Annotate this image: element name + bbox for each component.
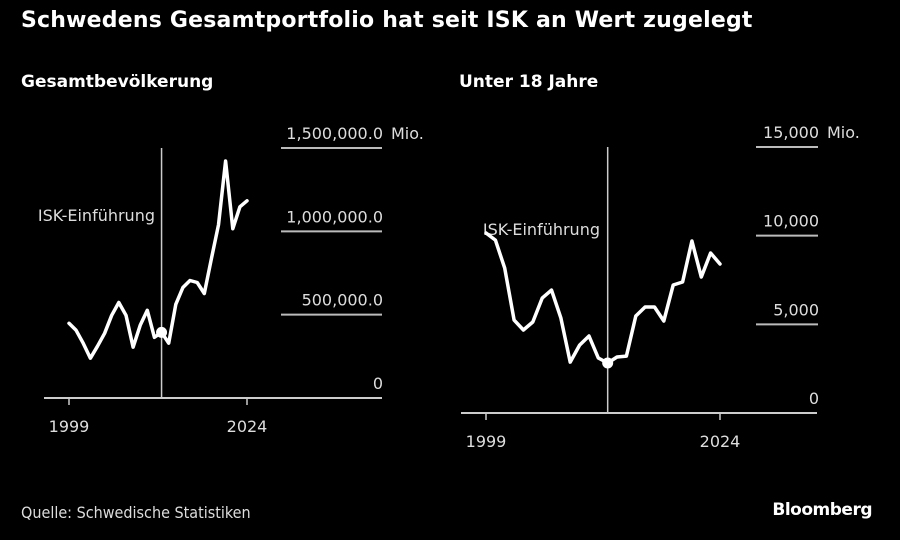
y-unit-label: Mio. [391,124,424,143]
y-tick-label: 0 [809,389,819,408]
x-tick-label: 1999 [466,432,507,451]
y-tick-label: 10,000 [763,212,819,231]
y-unit-label: Mio. [827,123,860,142]
y-tick-label: 1,500,000.0 [286,124,383,143]
chart-panel-1: 0 500,000.0 1,000,000.0 1,500,000.0 Mio. 1999… [38,124,424,436]
series-line [484,231,722,365]
chart-panel-2: 0 5,000 10,000 15,000 Mio. 1999 2024 ISK-Einfüh… [461,123,860,451]
y-tick-label: 5,000 [773,300,819,319]
left-chart-title: Gesamtbevölkerung [21,72,214,92]
x-tick-label: 2024 [227,417,268,436]
y-tick-label: 1,000,000.0 [286,207,383,226]
isk-highlight-point [602,357,614,369]
isk-annotation: ISK-Einführung [38,206,155,225]
isk-annotation: ISK-Einführung [483,220,600,239]
y-tick-label: 15,000 [763,123,819,142]
source-note: Quelle: Schwedische Statistiken [21,503,251,522]
x-tick-label: 1999 [49,417,90,436]
y-tick-label: 500,000.0 [302,291,383,310]
x-tick-label: 2024 [700,432,741,451]
isk-highlight-point [156,326,168,338]
right-chart-title: Unter 18 Jahre [459,72,599,92]
bloomberg-logo: Bloomberg [772,500,872,520]
chart-title: Schwedens Gesamtportfolio hat seit ISK a… [21,8,753,33]
y-tick-label: 0 [373,374,383,393]
